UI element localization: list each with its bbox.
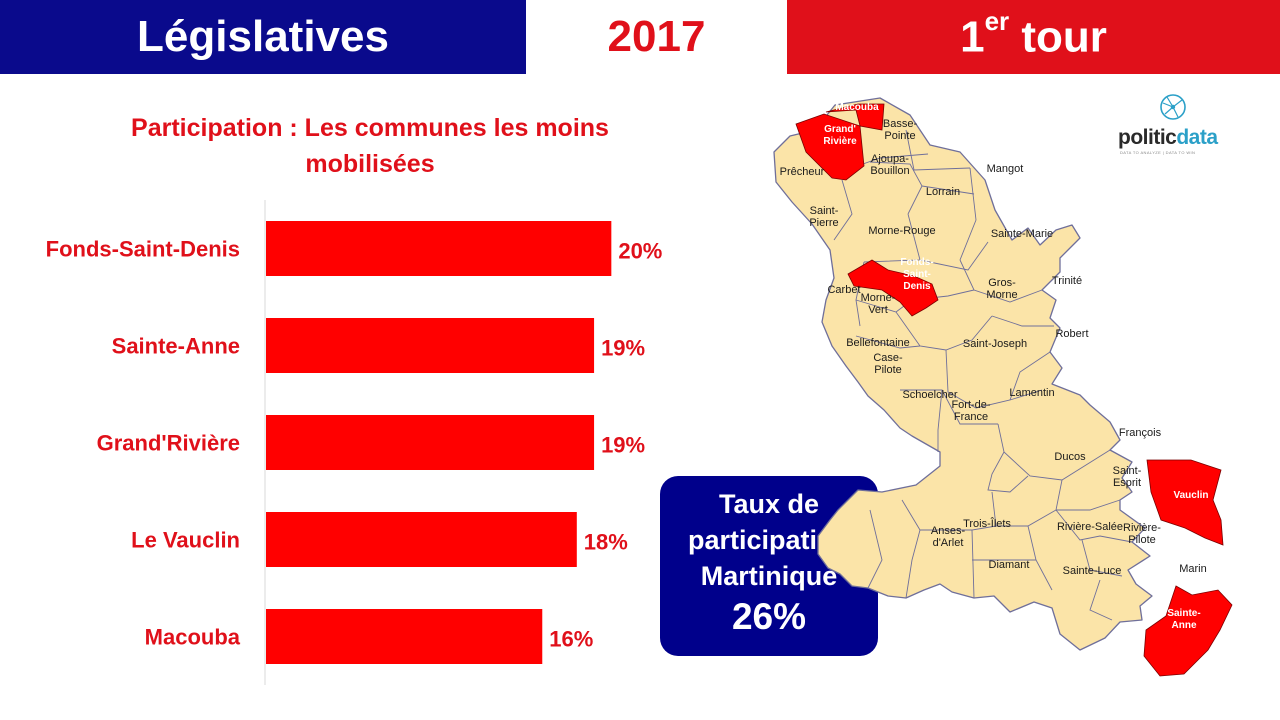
commune-label: Anses-d'Arlet [931,525,966,549]
commune-label: Morne-Rouge [868,225,935,237]
commune-label: Diamant [989,559,1030,571]
category-label: Grand'Rivière [97,431,240,456]
commune-label: Saint-Joseph [963,338,1027,350]
category-label: Macouba [145,625,241,650]
commune-label: Sainte-Anne [1167,608,1200,631]
commune-label: Saint-Esprit [1113,465,1142,489]
commune-label: Ajoupa-Bouillon [870,153,909,177]
bar [266,609,543,664]
commune-label: Lorrain [926,186,960,198]
commune-label: Schoelcher [902,389,957,401]
commune-border [833,179,853,241]
commune-label: Rivière-Salée [1057,521,1123,533]
commune-label: François [1119,427,1162,439]
commune-border [937,389,943,452]
commune-highlight [1146,459,1224,546]
commune-label: Fort-de-France [951,399,990,423]
logo-wordmark: politicdata [1118,126,1218,150]
commune-label: Fonds-Saint-Denis [900,257,933,292]
commune-border [919,241,989,271]
commune-label: Ducos [1054,451,1086,463]
commune-border [1055,479,1121,511]
bar [266,415,595,470]
commune-border [997,423,1111,481]
commune-border [945,349,1043,409]
header-title: Législatives [137,12,389,61]
commune-label: Gros-Morne [986,277,1017,301]
commune-label: Lamentin [1009,387,1054,399]
chart-title: Participation : Les communes les moins m… [131,114,609,178]
commune-label: Grand' Rivière [823,124,857,147]
bar [266,221,612,276]
commune-label: Bellefontaine [846,337,910,349]
logo-word-1: politic [1118,126,1177,149]
commune-highlight [795,113,865,181]
commune-label: Vauclin [1173,490,1208,501]
header-round: 1er tour [960,6,1107,63]
commune-border [905,129,971,171]
category-label: Le Vauclin [131,528,240,553]
commune-label: Mangot [987,163,1024,175]
commune-border [959,167,977,261]
participation-summary-value: 26% [731,596,807,637]
round-suffix: er [984,5,1010,36]
commune-label: Sainte-Marie [991,228,1053,240]
globe-network-icon [1160,94,1186,120]
commune-label: Rivière-Pilote [1123,522,1161,546]
commune-border [869,161,923,215]
commune-border [1089,579,1113,621]
commune-label: Prêcheur [780,166,825,178]
commune-border [867,509,883,589]
commune-border [905,529,921,599]
politicdata-logo: politicdata DATA TO ANALYZE | DATA TO WI… [1118,92,1238,158]
commune-border [921,185,975,195]
round-word: tour [1021,12,1107,62]
value-label: 20% [618,239,662,264]
commune-label: Sainte-Luce [1063,565,1122,577]
martinique-map-icon: Macouba Grand' Rivière Basse-Pointe Prêcheur… [773,97,1233,677]
logo-tagline: DATA TO ANALYZE | DATA TO WIN [1120,150,1196,155]
commune-highlight [825,103,885,131]
commune-label: Macouba [835,102,879,113]
commune-label: Morne-Vert [861,292,896,316]
commune-border [1055,509,1133,543]
header-year-banner: 2017 [526,0,787,74]
logo-word-2: data [1176,126,1218,149]
commune-border [855,335,921,349]
category-label: Fonds-Saint-Denis [46,237,240,262]
commune-border [987,451,1029,493]
commune-label: Basse-Pointe [883,118,918,142]
commune-label: Trois-Îlets [963,517,1011,530]
commune-highlight [847,259,939,317]
commune-label: Case-Pilote [873,352,903,376]
participation-bar-chart: Fonds-Saint-Denis 20% Sainte-Anne 19% Grand'… [46,200,662,685]
commune-border [991,315,1054,327]
commune-border [959,259,1043,303]
commune-border [900,389,998,425]
bar [266,512,577,567]
commune-border [1081,539,1123,577]
bar [266,318,595,373]
value-label: 19% [601,433,645,458]
round-number: 1 [960,12,985,62]
header-title-banner: Législatives [0,0,526,74]
commune-label: Trinité [1052,275,1082,287]
commune-label: Saint-Pierre [809,205,838,229]
header-year: 2017 [607,12,706,61]
header-round-banner: 1er tour [787,0,1280,74]
commune-border [1009,351,1051,401]
commune-label: Marin [1179,563,1207,575]
value-label: 18% [584,530,628,555]
value-label: 19% [601,336,645,361]
commune-label: Robert [1055,328,1088,340]
commune-border [855,299,861,327]
value-label: 16% [549,627,593,652]
category-label: Sainte-Anne [112,334,240,359]
commune-highlight [1143,585,1233,677]
commune-border [991,491,1057,527]
commune-label: Carbet [827,284,860,296]
